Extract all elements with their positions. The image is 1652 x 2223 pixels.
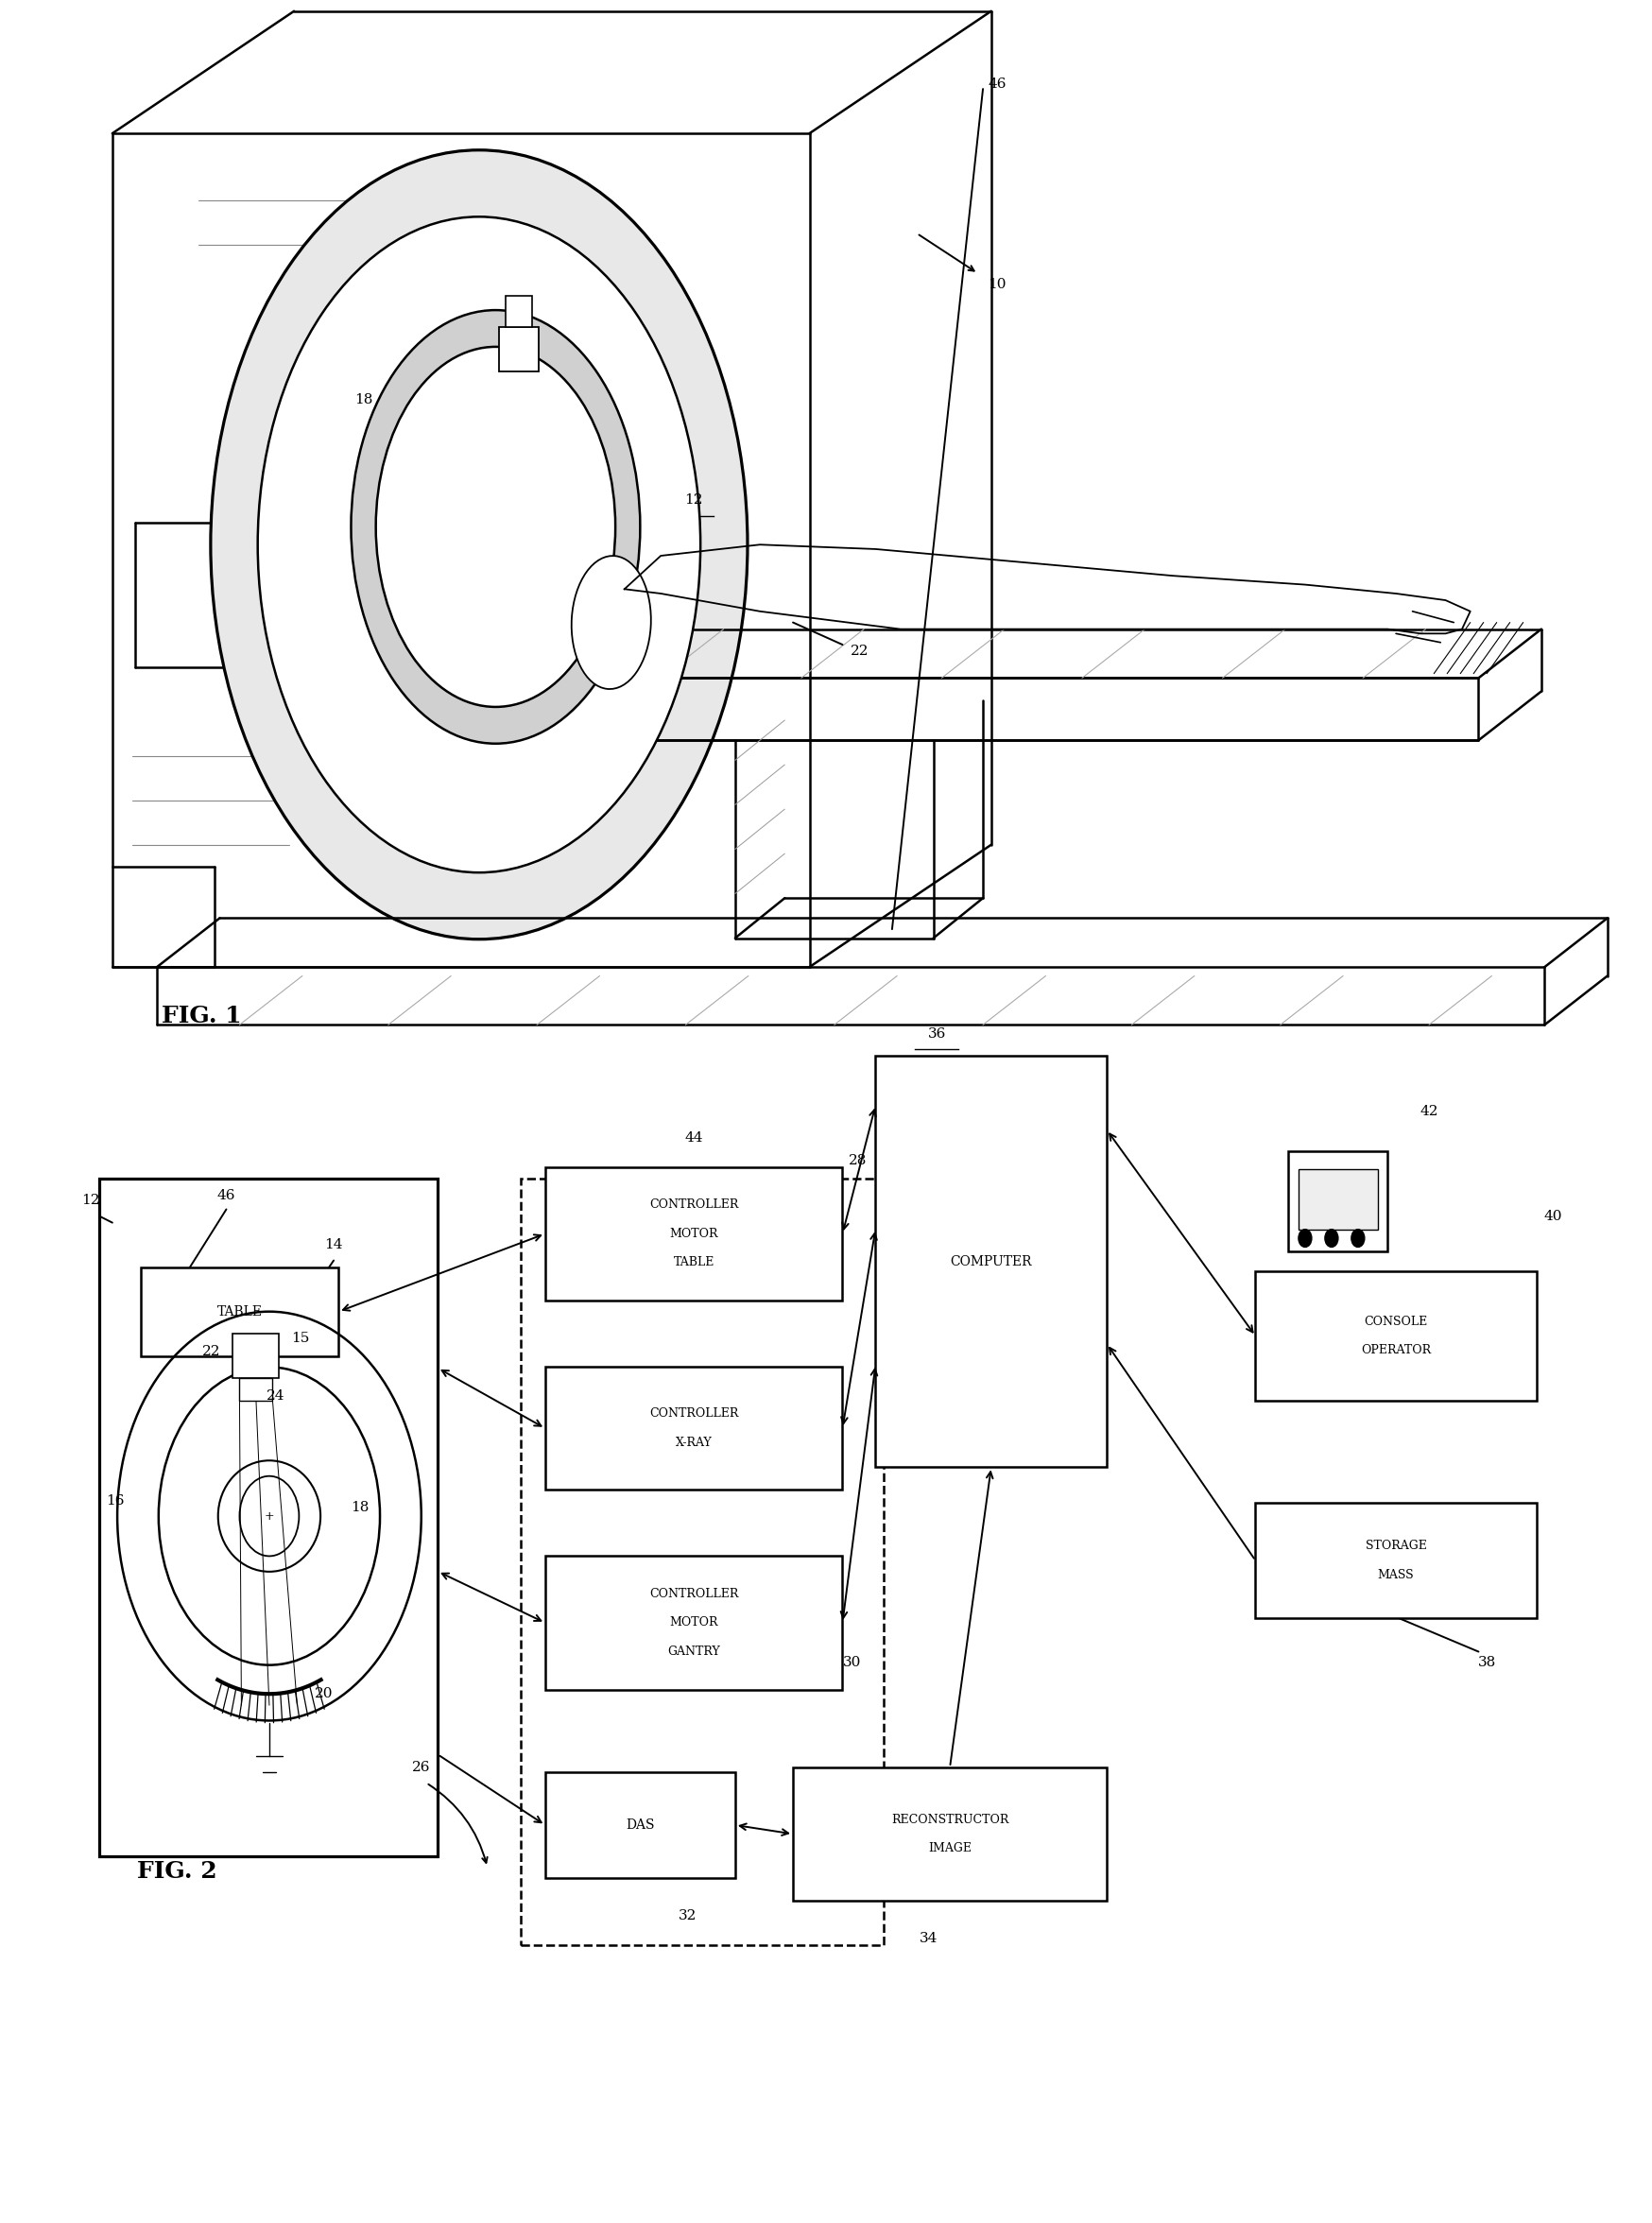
Text: TABLE: TABLE (216, 1305, 263, 1318)
Bar (545, 1556, 843, 1689)
Text: 12: 12 (684, 494, 704, 507)
Text: MOTOR: MOTOR (669, 1227, 719, 1240)
Ellipse shape (375, 347, 615, 707)
Text: 38: 38 (1477, 1656, 1497, 1669)
Text: 44: 44 (684, 1132, 704, 1145)
Text: MOTOR: MOTOR (669, 1616, 719, 1629)
Bar (876, 1056, 1107, 1467)
Bar (545, 1167, 843, 1300)
Text: TABLE: TABLE (674, 1256, 714, 1269)
Text: GANTRY: GANTRY (667, 1645, 720, 1658)
Bar (1289, 1152, 1388, 1252)
Ellipse shape (350, 311, 639, 742)
Text: FIG. 2: FIG. 2 (137, 1861, 216, 1883)
Text: 26: 26 (411, 1761, 431, 1774)
Text: 18: 18 (350, 1501, 370, 1514)
Text: 32: 32 (677, 1910, 697, 1923)
Text: COMPUTER: COMPUTER (950, 1256, 1032, 1267)
Text: 16: 16 (106, 1494, 126, 1507)
Ellipse shape (210, 151, 748, 940)
Text: 10: 10 (988, 278, 1006, 291)
Bar (545, 1772, 735, 1878)
Text: 18: 18 (354, 393, 373, 407)
Text: 28: 28 (847, 1154, 867, 1167)
Text: X-RAY: X-RAY (676, 1436, 712, 1449)
Bar (240, 1378, 273, 1400)
Bar (233, 1334, 279, 1378)
Text: 15: 15 (291, 1332, 311, 1345)
Text: DAS: DAS (626, 1818, 654, 1832)
Text: 36: 36 (927, 1027, 947, 1040)
Text: 22: 22 (851, 645, 869, 658)
Text: FIG. 1: FIG. 1 (162, 1005, 241, 1027)
Circle shape (1351, 1229, 1365, 1247)
Bar (545, 1367, 843, 1489)
Text: 20: 20 (314, 1687, 334, 1701)
Circle shape (1298, 1229, 1312, 1247)
Text: 46: 46 (988, 78, 1006, 91)
Text: +: + (264, 1509, 274, 1523)
Text: 34: 34 (919, 1932, 938, 1945)
Bar (99, 1178, 438, 1856)
Bar (1298, 1169, 1378, 1229)
Text: 46: 46 (216, 1189, 236, 1203)
Text: CONTROLLER: CONTROLLER (649, 1587, 738, 1601)
Text: 12: 12 (81, 1194, 101, 1207)
Text: MASS: MASS (1378, 1569, 1414, 1581)
Bar (1256, 1503, 1536, 1618)
Text: 30: 30 (843, 1656, 862, 1669)
Bar (506, 296, 532, 327)
Text: 48: 48 (416, 402, 434, 416)
Text: CONTROLLER: CONTROLLER (649, 1198, 738, 1212)
Text: 40: 40 (1543, 1209, 1563, 1223)
Text: IMAGE: IMAGE (928, 1843, 971, 1854)
Bar (140, 1267, 339, 1356)
Text: 14: 14 (595, 393, 613, 407)
Circle shape (1325, 1229, 1338, 1247)
Text: RECONSTRUCTOR: RECONSTRUCTOR (890, 1814, 1009, 1825)
Bar (793, 1767, 1107, 1901)
Text: 24: 24 (266, 1389, 286, 1403)
Ellipse shape (258, 218, 700, 871)
Text: 42: 42 (1419, 1105, 1439, 1118)
Text: STORAGE: STORAGE (1365, 1541, 1427, 1552)
Text: 22: 22 (202, 1345, 221, 1358)
Ellipse shape (572, 556, 651, 689)
Text: 14: 14 (324, 1238, 344, 1252)
Bar (520, 1178, 884, 1945)
Bar (499, 327, 539, 371)
Bar (1256, 1272, 1536, 1400)
Text: CONSOLE: CONSOLE (1365, 1316, 1427, 1327)
Text: OPERATOR: OPERATOR (1361, 1345, 1431, 1356)
Text: CONTROLLER: CONTROLLER (649, 1407, 738, 1420)
